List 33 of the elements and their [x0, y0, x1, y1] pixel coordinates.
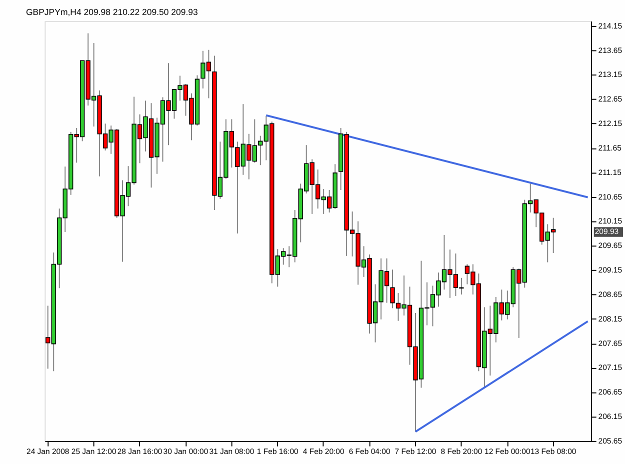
x-tick-label: 1 Feb 16:00	[256, 447, 300, 456]
candlestick	[390, 269, 395, 309]
annotation: 209.93	[594, 226, 619, 236]
y-tick-label: 210.65	[598, 192, 622, 202]
y-tick-label: 208.15	[598, 314, 622, 324]
y-tick-label: 212.65	[598, 94, 622, 104]
y-tick-label: 208.65	[598, 290, 622, 299]
x-tick-label: 25 Jan 12:00	[71, 447, 117, 456]
y-tick-label: 206.65	[598, 388, 622, 397]
y-tick-label: 214.15	[598, 21, 622, 30]
y-tick-label: 206.15	[598, 412, 622, 421]
y-tick-label: 213.65	[598, 46, 622, 55]
x-tick-label: 7 Feb 12:00	[394, 447, 437, 456]
y-tick-label: 213.15	[598, 70, 622, 80]
y-tick-label: 207.15	[598, 363, 622, 372]
x-tick-label: 12 Feb 00:00	[484, 447, 531, 456]
y-tick-label: 205.65	[598, 436, 622, 446]
x-tick-label: 8 Feb 20:00	[440, 447, 483, 456]
y-tick-label: 212.15	[598, 119, 622, 128]
chart-title: GBPJPYm,H4 209.98 210.22 209.50 209.93	[26, 7, 198, 18]
x-tick-label: 24 Jan 2008	[26, 447, 70, 456]
x-tick-label: 28 Jan 16:00	[117, 447, 163, 456]
x-tick-label: 31 Jan 08:00	[209, 447, 255, 456]
y-tick-label: 210.15	[598, 216, 622, 226]
y-tick-label: 211.65	[598, 143, 622, 152]
y-tick-label: 209.15	[598, 266, 622, 275]
y-tick-label: 207.65	[598, 338, 622, 348]
x-tick-label: 30 Jan 00:00	[163, 447, 209, 456]
y-tick-label: 209.65	[598, 241, 622, 250]
x-tick-label: 4 Feb 20:00	[302, 447, 345, 456]
x-tick-label: 13 Feb 08:00	[530, 447, 577, 456]
x-tick-label: 6 Feb 04:00	[348, 447, 391, 456]
y-tick-label: 211.15	[598, 168, 622, 177]
